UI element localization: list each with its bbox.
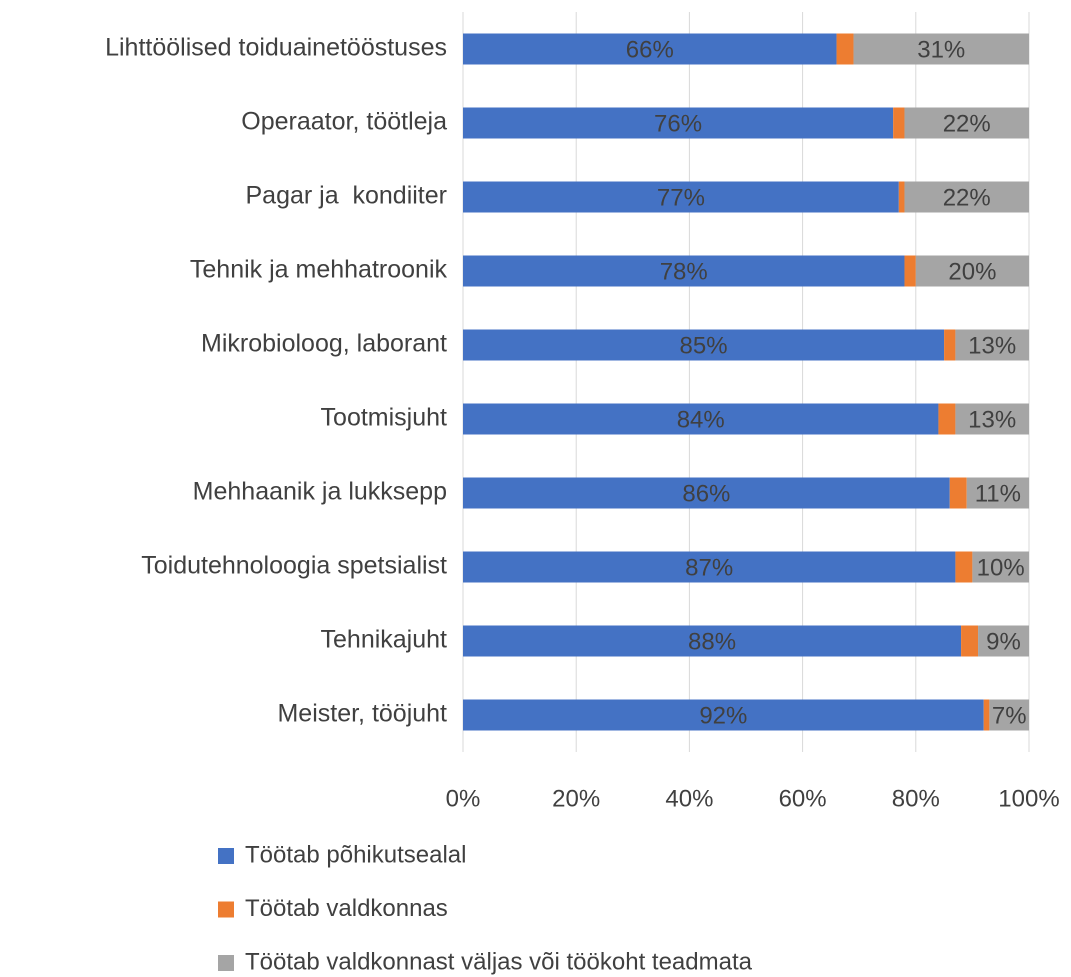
legend-label: Töötab valdkonnas bbox=[245, 895, 448, 922]
y-tick-label: Toidutehnoloogia spetsialist bbox=[141, 552, 447, 580]
data-label: 66% bbox=[626, 36, 674, 63]
legend-swatch bbox=[218, 901, 234, 918]
data-label: 22% bbox=[943, 110, 991, 137]
data-label: 10% bbox=[977, 554, 1025, 581]
bar-segment bbox=[463, 551, 956, 583]
bar-segment bbox=[949, 477, 967, 509]
x-tick-label: 100% bbox=[998, 785, 1059, 812]
bar-segment bbox=[955, 403, 1029, 435]
data-label: 78% bbox=[660, 258, 708, 285]
bar-segment bbox=[966, 477, 1029, 509]
data-label: 31% bbox=[917, 36, 965, 63]
x-tick-label: 0% bbox=[446, 785, 481, 812]
bar-segment bbox=[463, 181, 899, 213]
bar-segment bbox=[915, 255, 1029, 287]
bar-segment bbox=[989, 699, 1029, 731]
data-label: 20% bbox=[948, 258, 996, 285]
data-label: 87% bbox=[685, 554, 733, 581]
legend-label: Töötab valdkonnast väljas või töökoht te… bbox=[245, 948, 753, 975]
bar-segment bbox=[978, 625, 1029, 657]
x-tick-label: 40% bbox=[665, 785, 713, 812]
data-label: 13% bbox=[968, 406, 1016, 433]
bar-segment bbox=[853, 33, 1029, 65]
y-tick-label: Operaator, töötleja bbox=[241, 108, 447, 136]
data-label: 88% bbox=[688, 628, 736, 655]
data-label: 11% bbox=[975, 480, 1021, 507]
bar-segment bbox=[955, 551, 973, 583]
data-label: 13% bbox=[968, 332, 1016, 359]
y-tick-label: Meister, tööjuht bbox=[277, 700, 447, 728]
y-tick-label: Mehhaanik ja lukksepp bbox=[193, 478, 447, 506]
bar-segment bbox=[463, 329, 945, 361]
data-label: 85% bbox=[680, 332, 728, 359]
bar-segment bbox=[463, 625, 962, 657]
bar-segment bbox=[904, 107, 1029, 139]
data-label: 76% bbox=[654, 110, 702, 137]
bar-segment bbox=[961, 625, 979, 657]
x-tick-label: 20% bbox=[552, 785, 600, 812]
legend-swatch bbox=[218, 955, 234, 971]
bar-segment bbox=[893, 107, 905, 139]
data-label: 22% bbox=[943, 184, 991, 211]
bar-segment bbox=[972, 551, 1029, 583]
bar-segment bbox=[944, 329, 956, 361]
bar-segment bbox=[955, 329, 1029, 361]
data-label: 92% bbox=[699, 702, 747, 729]
x-tick-label: 60% bbox=[779, 785, 827, 812]
legend-swatch bbox=[218, 848, 234, 864]
bar-segment bbox=[463, 33, 837, 65]
y-tick-label: Pagar ja kondiiter bbox=[245, 182, 447, 210]
bar-segment bbox=[463, 403, 939, 435]
y-tick-label: Tootmisjuht bbox=[321, 404, 447, 432]
data-label: 77% bbox=[657, 184, 705, 211]
y-tick-label: Lihttöölised toiduainetööstuses bbox=[105, 34, 447, 62]
x-tick-label: 80% bbox=[892, 785, 940, 812]
data-label: 84% bbox=[677, 406, 725, 433]
bar-segment bbox=[904, 181, 1029, 213]
data-label: 7% bbox=[992, 702, 1027, 729]
bar-segment bbox=[983, 699, 990, 731]
bar-segment bbox=[836, 33, 854, 65]
bar-segment bbox=[463, 477, 950, 509]
bar-segment bbox=[938, 403, 956, 435]
bar-segment bbox=[463, 699, 984, 731]
bar-segment bbox=[904, 255, 916, 287]
y-tick-label: Tehnikajuht bbox=[321, 626, 448, 654]
bar-segment bbox=[463, 107, 894, 139]
data-label: 9% bbox=[986, 628, 1021, 655]
y-tick-label: Tehnik ja mehhatroonik bbox=[190, 256, 448, 284]
bar-segment bbox=[898, 181, 905, 213]
data-label: 86% bbox=[682, 480, 730, 507]
y-tick-label: Mikrobioloog, laborant bbox=[201, 330, 447, 358]
legend-label: Töötab põhikutsealal bbox=[245, 841, 466, 868]
bar-segment bbox=[463, 255, 905, 287]
